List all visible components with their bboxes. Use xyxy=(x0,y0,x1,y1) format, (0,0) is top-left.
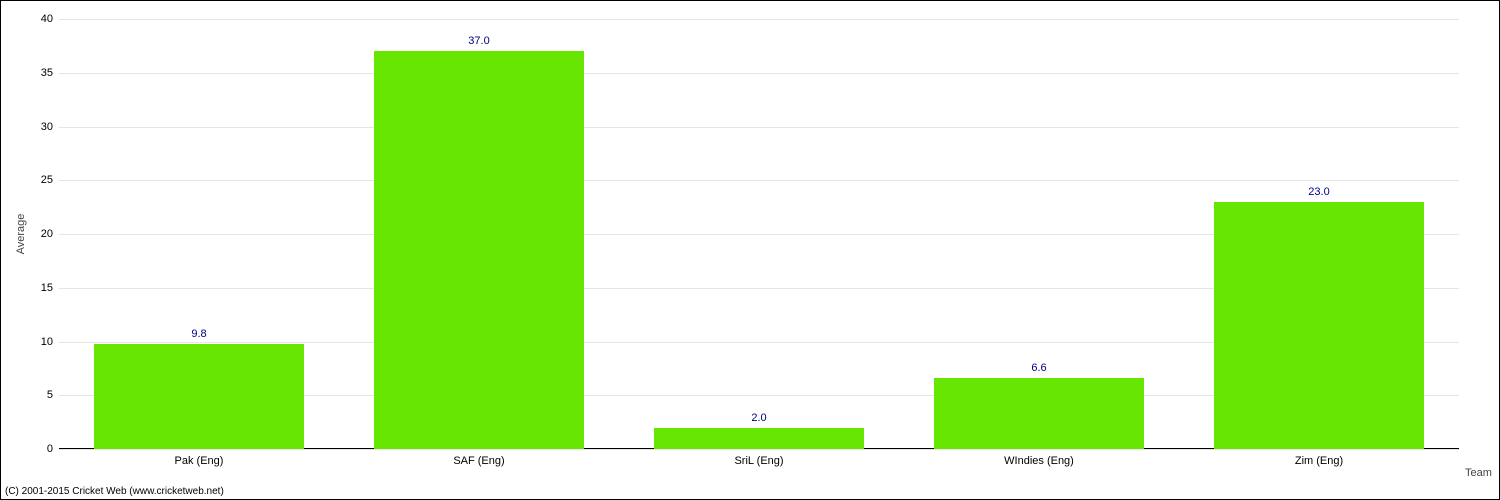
y-tick-label: 5 xyxy=(47,389,59,401)
y-tick-label: 25 xyxy=(41,174,59,186)
y-tick-label: 15 xyxy=(41,282,59,294)
bar-value-label: 37.0 xyxy=(468,35,489,47)
x-tick-label: Zim (Eng) xyxy=(1295,449,1343,467)
y-tick-label: 20 xyxy=(41,228,59,240)
y-tick-label: 30 xyxy=(41,121,59,133)
gridline xyxy=(59,19,1459,20)
gridline xyxy=(59,73,1459,74)
bar-value-label: 23.0 xyxy=(1308,186,1329,198)
y-tick-label: 10 xyxy=(41,336,59,348)
y-tick-label: 35 xyxy=(41,67,59,79)
bar-value-label: 2.0 xyxy=(751,412,766,424)
bar: 37.0 xyxy=(374,51,584,449)
copyright-text: (C) 2001-2015 Cricket Web (www.cricketwe… xyxy=(5,486,224,497)
x-axis-title: Team xyxy=(1465,467,1492,479)
bar: 2.0 xyxy=(654,428,864,450)
gridline xyxy=(59,180,1459,181)
y-axis-title: Average xyxy=(15,214,27,255)
x-tick-label: SAF (Eng) xyxy=(453,449,504,467)
x-tick-label: Pak (Eng) xyxy=(175,449,224,467)
plot-area: 05101520253035409.8Pak (Eng)37.0SAF (Eng… xyxy=(59,19,1459,449)
bar: 6.6 xyxy=(934,378,1144,449)
y-tick-label: 0 xyxy=(47,443,59,455)
x-tick-label: WIndies (Eng) xyxy=(1004,449,1074,467)
chart-frame: 05101520253035409.8Pak (Eng)37.0SAF (Eng… xyxy=(0,0,1500,500)
bar: 9.8 xyxy=(94,344,304,449)
gridline xyxy=(59,127,1459,128)
x-tick-label: SriL (Eng) xyxy=(734,449,783,467)
bar-value-label: 6.6 xyxy=(1031,362,1046,374)
y-tick-label: 40 xyxy=(41,13,59,25)
bar-value-label: 9.8 xyxy=(191,328,206,340)
bar: 23.0 xyxy=(1214,202,1424,449)
